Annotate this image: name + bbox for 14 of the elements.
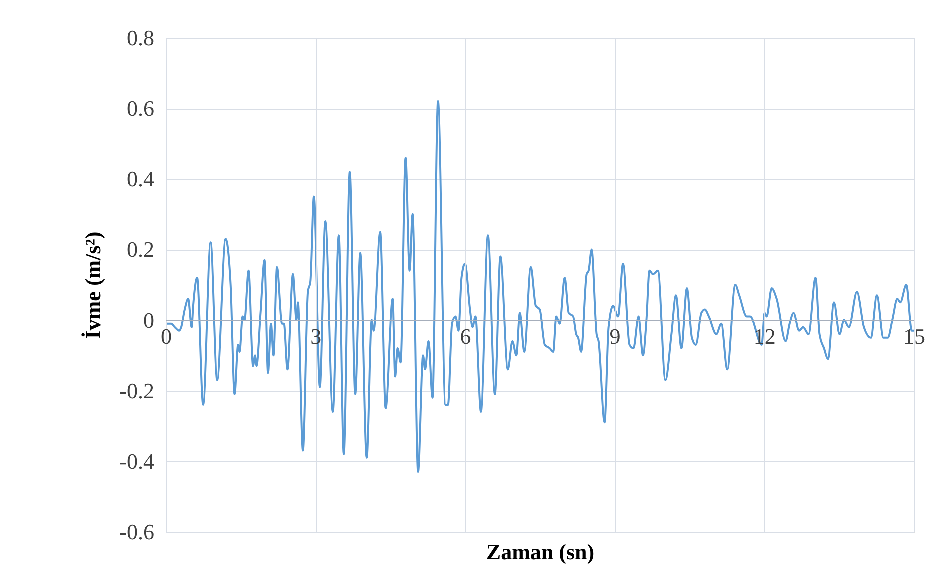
x-tick-label: 15 (904, 324, 926, 349)
y-tick-label: 0 (144, 308, 154, 333)
y-tick-label: -0.2 (120, 378, 154, 404)
y-tick-label: 0.8 (127, 26, 154, 50)
y-tick-label: -0.4 (120, 448, 154, 474)
x-tick-label: 9 (610, 324, 621, 349)
x-axis-title: Zaman (sn) (486, 540, 595, 564)
x-tick-label: 0 (161, 324, 172, 349)
y-tick-label: 0.6 (127, 96, 154, 122)
x-tick-label: 6 (460, 324, 472, 349)
y-axis-title: İvme (m/s²) (80, 232, 106, 340)
y-tick-label: 0.4 (127, 166, 154, 192)
y-tick-label: -0.6 (120, 520, 154, 544)
y-tick-label: 0.2 (127, 237, 154, 262)
